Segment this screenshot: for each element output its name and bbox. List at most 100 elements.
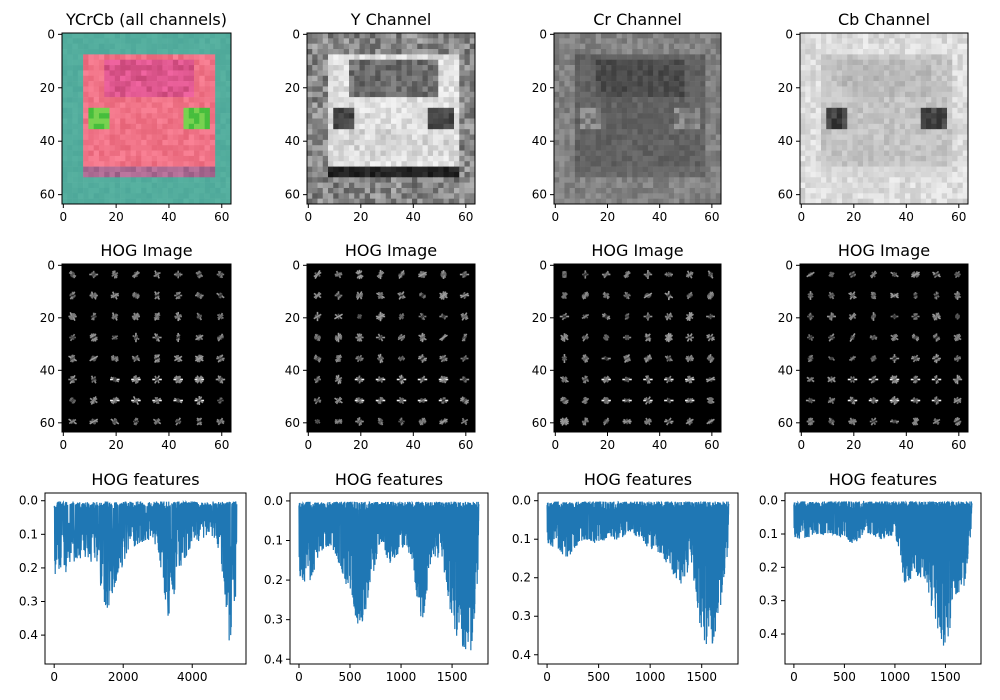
image-pixel (663, 97, 670, 103)
image-pixel (157, 145, 163, 151)
image-pixel (312, 113, 318, 119)
image-pixel (842, 33, 848, 39)
image-pixel (322, 134, 329, 141)
image-pixel (616, 65, 623, 71)
hog-gradient-line (583, 272, 588, 277)
hog-gradient-line (111, 313, 119, 320)
image-pixel (606, 166, 612, 173)
image-pixel (157, 187, 163, 194)
image-pixel (412, 134, 418, 141)
image-pixel (710, 166, 717, 173)
image-pixel (836, 107, 843, 114)
hog-gradient-line (419, 335, 426, 340)
image-pixel (125, 107, 131, 114)
image-pixel (364, 97, 371, 103)
image-pixel (225, 177, 232, 183)
image-pixel (130, 166, 137, 173)
image-pixel (114, 134, 121, 141)
image-pixel (947, 107, 953, 114)
image-pixel (209, 86, 216, 93)
image-pixel (88, 81, 94, 87)
image-pixel (67, 193, 73, 199)
image-pixel (72, 59, 79, 66)
image-pixel (183, 123, 190, 130)
image-pixel (694, 161, 701, 167)
image-pixel (354, 139, 360, 146)
image-pixel (130, 193, 137, 199)
image-pixel (338, 187, 345, 194)
image-pixel (114, 75, 121, 82)
image-pixel (454, 150, 460, 157)
image-pixel (98, 166, 105, 173)
image-pixel (647, 193, 654, 199)
image-pixel (151, 187, 158, 194)
image-pixel (689, 43, 696, 50)
image-pixel (905, 70, 911, 77)
image-pixel (821, 102, 827, 109)
image-pixel (188, 97, 195, 103)
image-pixel (172, 59, 179, 66)
image-pixel (810, 38, 817, 44)
image-pixel (810, 59, 817, 66)
image-pixel (931, 59, 937, 66)
image-pixel (600, 65, 607, 71)
image-pixel (109, 75, 116, 82)
image-pixel (401, 70, 408, 77)
image-pixel (926, 123, 932, 130)
image-pixel (406, 54, 413, 61)
image-pixel (162, 38, 168, 44)
image-pixel (225, 161, 232, 167)
image-pixel (715, 81, 722, 87)
image-pixel (317, 70, 324, 77)
image-pixel (710, 198, 717, 205)
image-pixel (328, 49, 334, 55)
hog-gradient-line (111, 272, 119, 277)
image-pixel (62, 81, 68, 87)
image-pixel (668, 86, 675, 93)
image-pixel (878, 177, 885, 183)
image-pixel (842, 123, 848, 130)
hog-gradient-line (69, 272, 76, 277)
y-tick-label: 60 (40, 416, 55, 430)
image-pixel (469, 139, 476, 146)
image-pixel (915, 177, 922, 183)
image-pixel (412, 118, 418, 125)
image-pixel (554, 97, 560, 103)
image-pixel (151, 49, 158, 55)
image-pixel (343, 43, 350, 50)
image-pixel (947, 182, 953, 189)
image-pixel (926, 129, 932, 135)
image-pixel (459, 193, 465, 199)
image-pixel (805, 113, 811, 119)
image-pixel (564, 113, 570, 119)
image-pixel (151, 150, 158, 157)
image-pixel (647, 49, 654, 55)
image-pixel (910, 139, 916, 146)
image-pixel (88, 198, 94, 205)
image-pixel (679, 70, 685, 77)
image-pixel (354, 38, 360, 44)
image-pixel (307, 177, 313, 183)
image-pixel (905, 113, 911, 119)
image-pixel (162, 54, 168, 61)
image-pixel (188, 107, 195, 114)
image-pixel (800, 187, 806, 194)
image-pixel (705, 193, 711, 199)
image-pixel (574, 161, 581, 167)
image-pixel (349, 134, 355, 141)
image-pixel (889, 145, 895, 151)
image-pixel (375, 182, 381, 189)
image-pixel (878, 193, 885, 199)
image-pixel (93, 177, 100, 183)
image-pixel (459, 70, 465, 77)
image-pixel (225, 129, 232, 135)
image-pixel (459, 198, 465, 205)
image-pixel (710, 102, 717, 109)
image-pixel (199, 75, 205, 82)
image-pixel (438, 123, 444, 130)
image-pixel (359, 187, 366, 194)
image-pixel (422, 150, 429, 157)
image-pixel (889, 102, 895, 109)
image-pixel (611, 129, 617, 135)
